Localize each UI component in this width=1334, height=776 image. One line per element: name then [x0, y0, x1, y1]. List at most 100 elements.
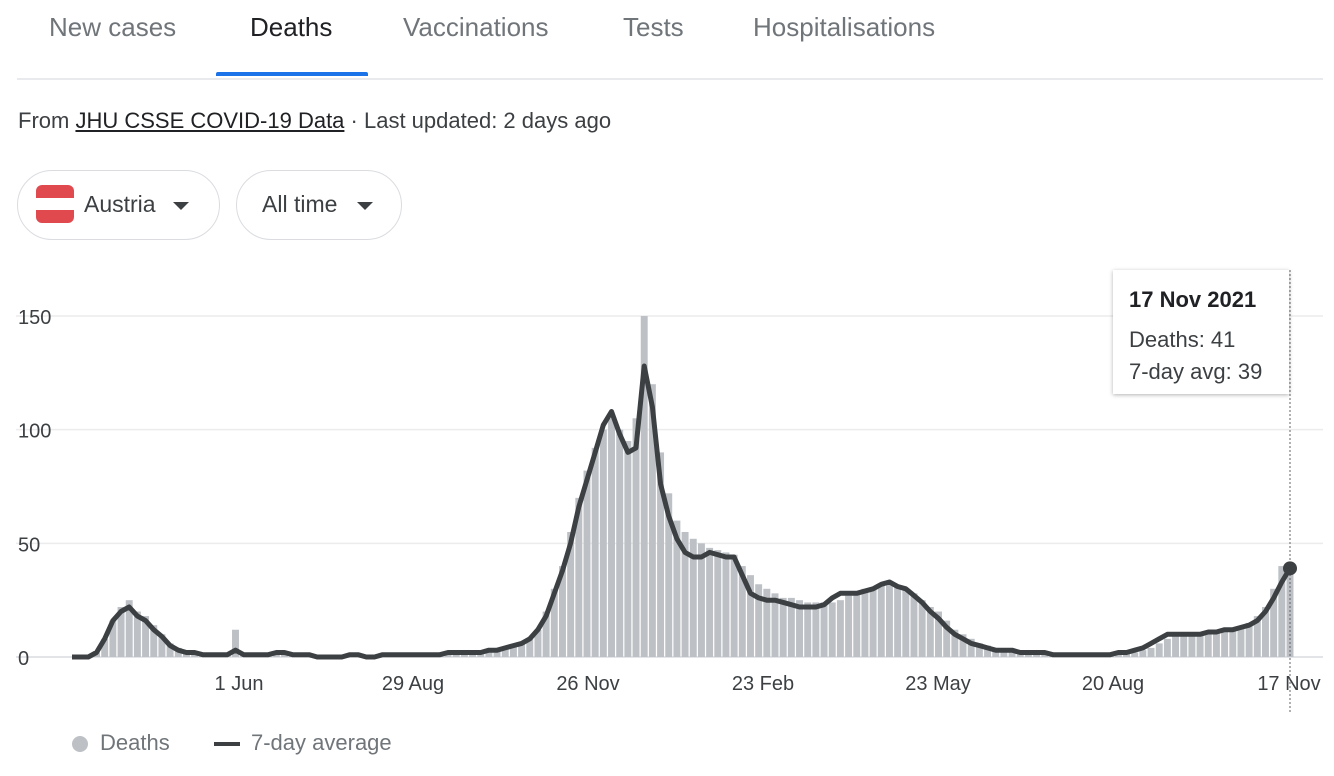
deaths-bar: [640, 316, 648, 657]
deaths-bar: [918, 600, 926, 657]
deaths-bar: [779, 597, 787, 657]
deaths-bar: [632, 418, 640, 657]
deaths-bar: [763, 588, 771, 657]
legend-deaths-label: Deaths: [100, 730, 170, 755]
country-label: Austria: [84, 191, 156, 217]
deaths-bar: [1131, 652, 1139, 657]
deaths-bar: [714, 550, 722, 657]
deaths-bar: [984, 645, 992, 657]
flag-stripe-bottom: [36, 210, 74, 223]
deaths-bar: [943, 620, 951, 657]
deaths-bar: [542, 611, 550, 657]
tooltip-deaths: Deaths: 41: [1129, 327, 1236, 352]
tab-vaccinations[interactable]: Vaccinations: [403, 12, 549, 42]
deaths-bar: [935, 611, 942, 657]
deaths-bar: [951, 629, 959, 657]
deaths-bar: [1262, 606, 1269, 657]
legend-avg-label: 7-day average: [251, 730, 392, 755]
deaths-bar: [1278, 566, 1286, 657]
deaths-bar: [706, 547, 714, 657]
deaths-bar: [697, 543, 705, 657]
tab-bar: New cases Deaths Vaccinations Tests Hosp…: [17, 0, 1323, 80]
deaths-bar: [550, 588, 558, 657]
deaths-bar: [885, 581, 893, 657]
caret-down-icon: [173, 202, 189, 210]
deaths-bar: [166, 643, 174, 657]
deaths-bar: [1180, 634, 1188, 657]
deaths-bar: [796, 600, 804, 657]
deaths-bar: [1196, 634, 1204, 657]
hover-point-marker: [1283, 561, 1297, 576]
avg-line: [72, 363, 1293, 660]
tooltip-avg: 7-day avg: 39: [1129, 359, 1263, 384]
deaths-bar: [673, 520, 681, 657]
deaths-bar: [681, 531, 689, 657]
deaths-bar: [232, 629, 239, 657]
deaths-bar: [1114, 654, 1122, 657]
tooltip-date: 17 Nov 2021: [1129, 287, 1257, 312]
deaths-bar: [518, 643, 526, 657]
tab-new-cases[interactable]: New cases: [49, 12, 177, 42]
x-tick-label: 23 Feb: [732, 673, 794, 695]
deaths-bar: [575, 497, 583, 657]
austria-flag-icon: [36, 185, 74, 223]
deaths-bar: [1163, 638, 1171, 657]
source-link[interactable]: JHU CSSE COVID-19 Data: [75, 108, 345, 133]
country-selector[interactable]: Austria: [17, 170, 220, 240]
deaths-bar: [689, 538, 697, 657]
deaths-bar: [836, 600, 844, 657]
deaths-bar: [150, 625, 158, 657]
deaths-bar: [1188, 634, 1196, 657]
tab-deaths[interactable]: Deaths: [250, 12, 333, 42]
deaths-bar: [648, 384, 656, 657]
deaths-bar: [1155, 643, 1163, 657]
deaths-bar: [509, 645, 517, 657]
tab-tests[interactable]: Tests: [623, 12, 684, 42]
deaths-bar: [975, 643, 983, 657]
deaths-bar: [591, 447, 599, 657]
deaths-chart[interactable]: 0 50 100 150 1 Jun 29 Aug 26 Nov 23 Feb 23 May 20…: [0, 250, 1334, 720]
deaths-bar: [894, 586, 902, 657]
deaths-bar: [616, 429, 624, 657]
deaths-bar: [755, 584, 763, 657]
tab-hospitalisations[interactable]: Hospitalisations: [753, 12, 936, 42]
deaths-bar: [1204, 634, 1212, 657]
flag-stripe-middle: [36, 197, 74, 211]
deaths-bar: [1008, 650, 1016, 657]
time-range-selector[interactable]: All time: [236, 170, 402, 240]
deaths-bar: [1000, 650, 1008, 657]
last-updated: · Last updated: 2 days ago: [350, 108, 612, 133]
legend-avg-swatch: [214, 742, 240, 746]
x-tick-label: 26 Nov: [556, 673, 619, 695]
deaths-bar: [109, 620, 117, 657]
y-tick-label: 150: [18, 307, 51, 329]
deaths-bar: [1253, 616, 1261, 657]
deaths-bar: [771, 593, 779, 657]
deaths-bar: [1221, 629, 1229, 657]
deaths-bar: [877, 584, 885, 657]
deaths-bar: [722, 552, 730, 657]
deaths-bar: [117, 606, 125, 657]
deaths-bar: [583, 470, 591, 657]
deaths-bar: [804, 602, 812, 657]
deaths-bar: [812, 602, 820, 657]
deaths-bar: [738, 566, 746, 657]
deaths-bar: [485, 650, 493, 657]
deaths-bar: [1270, 588, 1278, 657]
deaths-bar: [1147, 647, 1155, 657]
deaths-bar: [608, 418, 615, 657]
deaths-bar: [869, 588, 877, 657]
deaths-bar: [1172, 634, 1180, 657]
chart-tooltip: 17 Nov 2021 Deaths: 41 7-day avg: 39: [1113, 270, 1289, 394]
deaths-bar: [910, 593, 918, 657]
deaths-bar: [730, 554, 738, 657]
y-tick-label: 100: [18, 421, 51, 443]
deaths-bar: [959, 634, 967, 657]
deaths-bar: [902, 588, 910, 657]
x-tick-label: 20 Aug: [1082, 673, 1144, 695]
deaths-bar: [133, 611, 141, 657]
deaths-bar: [125, 600, 133, 657]
deaths-bar: [853, 591, 861, 657]
deaths-bar: [747, 575, 754, 657]
x-tick-label: 29 Aug: [382, 673, 444, 695]
